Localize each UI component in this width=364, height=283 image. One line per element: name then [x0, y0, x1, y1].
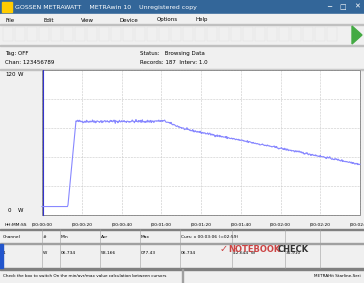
- Text: 06.734: 06.734: [61, 251, 76, 255]
- Bar: [255, 27, 265, 41]
- Text: 06.734: 06.734: [181, 251, 196, 255]
- Bar: [0, 244, 3, 268]
- Text: Check the box to switch On the min/avr/max value calculation between cursors: Check the box to switch On the min/avr/m…: [3, 274, 166, 278]
- Text: |00:01:40: |00:01:40: [230, 223, 251, 227]
- Text: ✓: ✓: [220, 244, 228, 254]
- Polygon shape: [352, 26, 362, 44]
- Bar: [267, 27, 277, 41]
- Bar: [63, 27, 73, 41]
- Text: |00:00:00: |00:00:00: [32, 223, 52, 227]
- Bar: [183, 27, 193, 41]
- Bar: [75, 27, 85, 41]
- Text: METRAHit Starline-Seri: METRAHit Starline-Seri: [314, 274, 361, 278]
- Text: View: View: [81, 18, 94, 23]
- Bar: [123, 27, 133, 41]
- Bar: [0, 268, 364, 269]
- Bar: [3, 27, 13, 41]
- Text: 120: 120: [5, 72, 16, 76]
- Text: ─: ─: [327, 4, 331, 10]
- Bar: [39, 27, 49, 41]
- Text: Curs: x 00:03:06 (=02:59): Curs: x 00:03:06 (=02:59): [181, 235, 238, 239]
- Bar: [15, 27, 25, 41]
- Bar: [42, 70, 360, 215]
- Bar: [0, 269, 364, 283]
- Text: Status:   Browsing Data: Status: Browsing Data: [140, 50, 205, 55]
- Text: NOTEBOOK: NOTEBOOK: [228, 245, 280, 254]
- Text: Chan: 123456789: Chan: 123456789: [5, 61, 54, 65]
- Text: 42.644  W: 42.644 W: [233, 251, 255, 255]
- Text: GOSSEN METRAWATT    METRAwin 10    Unregistered copy: GOSSEN METRAWATT METRAwin 10 Unregistere…: [15, 5, 197, 10]
- Bar: [0, 45, 364, 46]
- Bar: [291, 27, 301, 41]
- Bar: [0, 46, 364, 70]
- Bar: [0, 70, 364, 229]
- Text: Help: Help: [195, 18, 207, 23]
- Text: W: W: [18, 209, 24, 213]
- Bar: [0, 229, 364, 269]
- Text: CHECK: CHECK: [278, 245, 309, 254]
- Bar: [303, 27, 313, 41]
- Bar: [219, 27, 229, 41]
- Bar: [195, 27, 205, 41]
- Text: |00:01:20: |00:01:20: [190, 223, 211, 227]
- Bar: [315, 27, 325, 41]
- Bar: [279, 27, 289, 41]
- Bar: [243, 27, 253, 41]
- Text: 35.910: 35.910: [286, 251, 301, 255]
- Text: Tag: OFF: Tag: OFF: [5, 50, 28, 55]
- Bar: [207, 27, 217, 41]
- Bar: [182, 269, 183, 283]
- Text: Records: 187  Interv: 1.0: Records: 187 Interv: 1.0: [140, 61, 207, 65]
- Text: Edit: Edit: [43, 18, 54, 23]
- Text: File: File: [5, 18, 14, 23]
- Bar: [135, 27, 145, 41]
- Bar: [147, 27, 157, 41]
- Text: □: □: [340, 4, 346, 10]
- Text: 58.166: 58.166: [101, 251, 116, 255]
- Text: 1: 1: [3, 251, 6, 255]
- Bar: [87, 27, 97, 41]
- Bar: [171, 27, 181, 41]
- Text: ✕: ✕: [354, 4, 360, 10]
- Text: |00:02:40: |00:02:40: [349, 223, 364, 227]
- Text: #: #: [43, 235, 47, 239]
- Text: Options: Options: [157, 18, 178, 23]
- Bar: [0, 0, 364, 14]
- Text: |00:02:00: |00:02:00: [270, 223, 291, 227]
- Text: Channel: Channel: [3, 235, 21, 239]
- Bar: [0, 69, 364, 70]
- Text: HH:MM:SS: HH:MM:SS: [5, 223, 28, 227]
- Bar: [0, 14, 364, 24]
- Bar: [0, 24, 364, 25]
- Bar: [27, 27, 37, 41]
- Bar: [111, 27, 121, 41]
- Text: Device: Device: [119, 18, 138, 23]
- Bar: [159, 27, 169, 41]
- Bar: [231, 27, 241, 41]
- Text: Max: Max: [141, 235, 150, 239]
- Bar: [99, 27, 109, 41]
- Text: Avr: Avr: [101, 235, 108, 239]
- Text: 077.43: 077.43: [141, 251, 156, 255]
- Bar: [0, 24, 364, 46]
- Text: |00:02:20: |00:02:20: [310, 223, 331, 227]
- Bar: [42, 70, 360, 215]
- Bar: [327, 27, 337, 41]
- Bar: [51, 27, 61, 41]
- Text: |00:01:00: |00:01:00: [151, 223, 172, 227]
- Text: W: W: [18, 72, 24, 76]
- Text: W: W: [43, 251, 47, 255]
- Text: Min: Min: [61, 235, 69, 239]
- Bar: [2, 2, 12, 12]
- Text: 0: 0: [8, 209, 12, 213]
- Text: |00:00:20: |00:00:20: [71, 223, 92, 227]
- Bar: [0, 229, 364, 230]
- Text: |00:00:40: |00:00:40: [111, 223, 132, 227]
